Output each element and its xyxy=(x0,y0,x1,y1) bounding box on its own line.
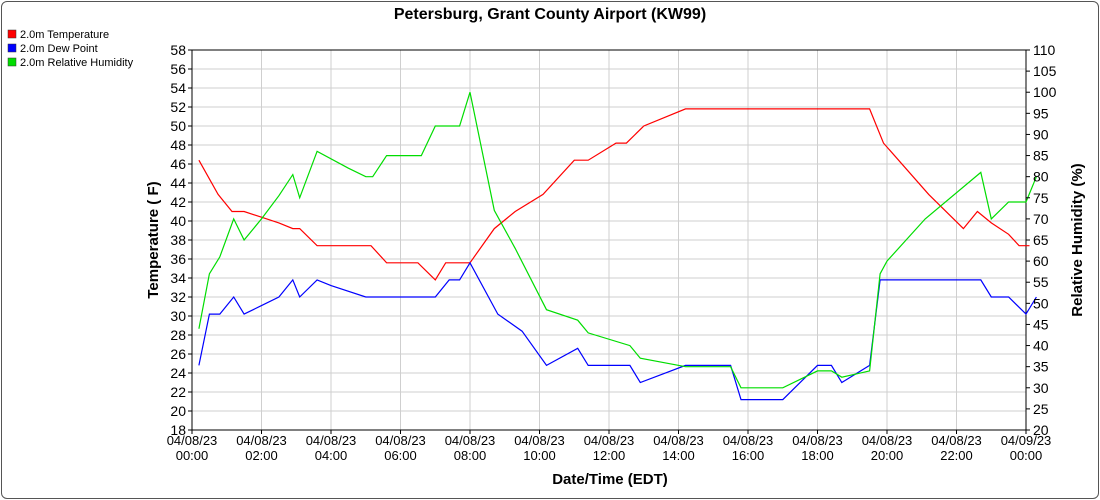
x-tick-time: 16:00 xyxy=(732,448,765,463)
x-tick-time: 02:00 xyxy=(245,448,278,463)
x-tick-time: 18:00 xyxy=(801,448,834,463)
x-tick-date: 04/08/23 xyxy=(236,433,287,448)
y-tick-label: 32 xyxy=(170,289,186,305)
y2-tick-label: 35 xyxy=(1033,359,1049,375)
series-line-2-0m-dew-point xyxy=(198,261,1037,401)
legend-entry: 2.0m Temperature xyxy=(20,29,109,41)
x-tick-date: 04/08/23 xyxy=(584,433,635,448)
y2-tick-label: 105 xyxy=(1033,63,1057,79)
y-tick-label: 42 xyxy=(170,194,186,210)
x-tick-date: 04/08/23 xyxy=(723,433,774,448)
y-tick-label: 20 xyxy=(170,403,186,419)
x-tick-date: 04/08/23 xyxy=(375,433,426,448)
y2-tick-label: 75 xyxy=(1033,190,1049,206)
y2-tick-label: 95 xyxy=(1033,105,1049,121)
y-tick-label: 58 xyxy=(170,42,186,58)
x-tick-date: 04/08/23 xyxy=(862,433,913,448)
y2-tick-label: 65 xyxy=(1033,232,1049,248)
x-axis-ticks: 04/08/2300:0004/08/2302:0004/08/2304:000… xyxy=(167,430,1052,463)
x-tick-time: 08:00 xyxy=(454,448,487,463)
y-axis-label: Temperature ( F) xyxy=(145,181,162,298)
x-tick-time: 00:00 xyxy=(176,448,209,463)
legend-entry: 2.0m Relative Humidity xyxy=(20,57,134,69)
x-tick-time: 14:00 xyxy=(662,448,695,463)
y-tick-label: 50 xyxy=(170,118,186,134)
legend-swatch xyxy=(7,57,17,67)
legend: 2.0m Temperature 2.0m Dew Point 2.0m Relat… xyxy=(7,29,134,69)
x-tick-date: 04/08/23 xyxy=(792,433,843,448)
y-tick-label: 44 xyxy=(170,175,186,191)
y-tick-label: 28 xyxy=(170,327,186,343)
series-line-2-0m-relative-humidity xyxy=(198,92,1037,389)
x-tick-time: 04:00 xyxy=(315,448,348,463)
y2-tick-label: 60 xyxy=(1033,253,1049,269)
y2-tick-label: 30 xyxy=(1033,380,1049,396)
x-tick-date: 04/08/23 xyxy=(931,433,982,448)
x-tick-time: 20:00 xyxy=(871,448,904,463)
x-tick-date: 04/08/23 xyxy=(653,433,704,448)
y-tick-label: 56 xyxy=(170,61,186,77)
chart-title: Petersburg, Grant County Airport (KW99) xyxy=(394,6,706,23)
x-tick-date: 04/08/23 xyxy=(167,433,218,448)
y2-tick-label: 55 xyxy=(1033,274,1049,290)
x-tick-date: 04/08/23 xyxy=(445,433,496,448)
y2-tick-label: 90 xyxy=(1033,126,1049,142)
legend-entry: 2.0m Dew Point xyxy=(20,43,98,55)
y-tick-label: 18 xyxy=(170,422,186,438)
y2-tick-label: 80 xyxy=(1033,169,1049,185)
y2-axis-ticks: 20 25 30 35 40 45 50 55 60 65 70 75 80 85 90 95 100 105 11… xyxy=(1026,42,1057,438)
y2-tick-label: 100 xyxy=(1033,84,1057,100)
x-tick-time: 12:00 xyxy=(593,448,626,463)
y2-tick-label: 110 xyxy=(1033,42,1056,58)
x-tick-time: 06:00 xyxy=(384,448,417,463)
series-line-2-0m-temperature xyxy=(198,108,1030,281)
legend-swatch xyxy=(7,29,17,39)
grid-lines xyxy=(191,49,1027,431)
y-tick-label: 36 xyxy=(170,251,186,267)
x-tick-time: 10:00 xyxy=(523,448,556,463)
y-tick-label: 54 xyxy=(170,80,186,96)
y-tick-label: 30 xyxy=(170,308,186,324)
y-tick-label: 38 xyxy=(170,232,186,248)
x-tick-date: 04/09/23 xyxy=(1001,433,1052,448)
y-tick-label: 40 xyxy=(170,213,186,229)
y-tick-label: 26 xyxy=(170,346,186,362)
legend-swatch xyxy=(7,43,17,53)
y-tick-label: 22 xyxy=(170,384,186,400)
y-tick-label: 34 xyxy=(170,270,186,286)
x-axis-label: Date/Time (EDT) xyxy=(552,471,668,488)
y-tick-label: 46 xyxy=(170,156,186,172)
x-tick-date: 04/08/23 xyxy=(514,433,565,448)
y-axis-ticks: 18 20 22 24 26 28 30 32 34 36 38 40 42 44 46 48 50 52 54 56… xyxy=(170,42,192,438)
y2-axis-label: Relative Humidity (%) xyxy=(1069,163,1086,316)
y2-tick-label: 25 xyxy=(1033,401,1049,417)
y2-tick-label: 70 xyxy=(1033,211,1049,227)
y2-tick-label: 85 xyxy=(1033,148,1049,164)
y2-tick-label: 45 xyxy=(1033,316,1049,332)
x-tick-time: 00:00 xyxy=(1010,448,1043,463)
y-tick-label: 24 xyxy=(170,365,186,381)
y2-tick-label: 20 xyxy=(1033,422,1049,438)
y-tick-label: 48 xyxy=(170,137,186,153)
y2-tick-label: 50 xyxy=(1033,295,1049,311)
x-tick-time: 22:00 xyxy=(940,448,973,463)
x-tick-date: 04/08/23 xyxy=(306,433,357,448)
series-lines xyxy=(198,92,1037,401)
y2-tick-label: 40 xyxy=(1033,338,1049,354)
y-tick-label: 52 xyxy=(170,99,186,115)
